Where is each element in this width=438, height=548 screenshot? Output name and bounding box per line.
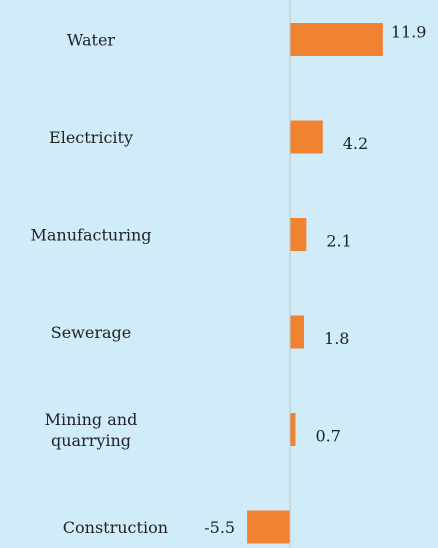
bar-manufacturing [290, 218, 307, 251]
value-label-water: 11.9 [391, 23, 427, 42]
bars-group [247, 23, 383, 544]
value-label-mining-and-quarrying: 0.7 [315, 427, 340, 446]
bar-construction [247, 510, 290, 544]
bar-electricity [290, 120, 323, 154]
bar-sewerage [290, 315, 305, 349]
value-label-manufacturing: 2.1 [326, 232, 351, 251]
category-label-electricity: Electricity [49, 128, 133, 147]
bar-water [290, 23, 383, 56]
category-label-mining-and-quarrying: Mining and quarrying [45, 410, 138, 450]
value-label-construction: -5.5 [204, 518, 235, 537]
category-label-manufacturing: Manufacturing [31, 226, 152, 245]
category-label-construction: Construction [63, 518, 168, 537]
value-label-sewerage: 1.8 [324, 329, 349, 348]
category-label-water: Water [67, 31, 115, 50]
value-label-electricity: 4.2 [343, 134, 368, 153]
category-label-sewerage: Sewerage [51, 323, 132, 342]
bar-mining-and-quarrying [290, 413, 296, 446]
labels-group: Water 11.9 Electricity 4.2 Manufacturing 2.1 S… [31, 23, 427, 538]
